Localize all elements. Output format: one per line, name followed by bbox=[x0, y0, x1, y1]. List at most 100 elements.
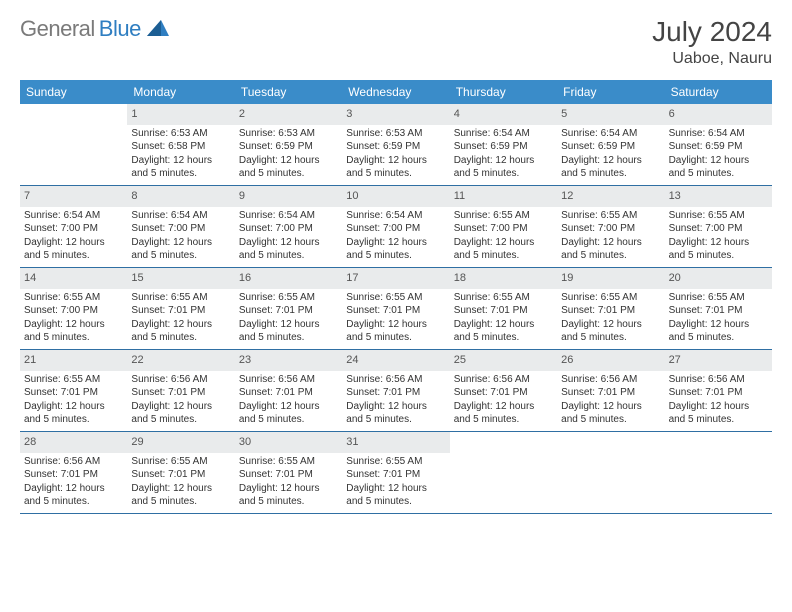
sunrise-line: Sunrise: 6:55 AM bbox=[669, 209, 768, 223]
calendar-cell: 23Sunrise: 6:56 AMSunset: 7:01 PMDayligh… bbox=[235, 350, 342, 432]
sunrise-line: Sunrise: 6:55 AM bbox=[239, 291, 338, 305]
sunset-line: Sunset: 7:01 PM bbox=[346, 386, 445, 400]
dow-header: Saturday bbox=[665, 80, 772, 104]
daylight-line: Daylight: 12 hours and 5 minutes. bbox=[239, 482, 338, 509]
daylight-line: Daylight: 12 hours and 5 minutes. bbox=[24, 236, 123, 263]
day-number: 9 bbox=[235, 186, 342, 207]
day-number: 6 bbox=[665, 104, 772, 125]
daylight-line: Daylight: 12 hours and 5 minutes. bbox=[561, 400, 660, 427]
daylight-line: Daylight: 12 hours and 5 minutes. bbox=[454, 236, 553, 263]
day-number: 1 bbox=[127, 104, 234, 125]
dow-header: Friday bbox=[557, 80, 664, 104]
sunset-line: Sunset: 7:00 PM bbox=[454, 222, 553, 236]
sunrise-line: Sunrise: 6:55 AM bbox=[24, 373, 123, 387]
daylight-line: Daylight: 12 hours and 5 minutes. bbox=[669, 400, 768, 427]
day-number: 2 bbox=[235, 104, 342, 125]
daylight-line: Daylight: 12 hours and 5 minutes. bbox=[346, 318, 445, 345]
sunrise-line: Sunrise: 6:56 AM bbox=[346, 373, 445, 387]
day-number: 4 bbox=[450, 104, 557, 125]
logo-text-gray: General bbox=[20, 16, 95, 42]
sunset-line: Sunset: 7:01 PM bbox=[239, 304, 338, 318]
sunrise-line: Sunrise: 6:55 AM bbox=[669, 291, 768, 305]
logo: GeneralBlue bbox=[20, 16, 169, 42]
daylight-line: Daylight: 12 hours and 5 minutes. bbox=[669, 318, 768, 345]
sunrise-line: Sunrise: 6:55 AM bbox=[561, 291, 660, 305]
calendar-cell: 21Sunrise: 6:55 AMSunset: 7:01 PMDayligh… bbox=[20, 350, 127, 432]
calendar-cell: 29Sunrise: 6:55 AMSunset: 7:01 PMDayligh… bbox=[127, 432, 234, 514]
daylight-line: Daylight: 12 hours and 5 minutes. bbox=[454, 318, 553, 345]
calendar-cell: 17Sunrise: 6:55 AMSunset: 7:01 PMDayligh… bbox=[342, 268, 449, 350]
month-title: July 2024 bbox=[652, 16, 772, 48]
day-number: 23 bbox=[235, 350, 342, 371]
daylight-line: Daylight: 12 hours and 5 minutes. bbox=[131, 318, 230, 345]
daylight-line: Daylight: 12 hours and 5 minutes. bbox=[669, 154, 768, 181]
day-number: 5 bbox=[557, 104, 664, 125]
daylight-line: Daylight: 12 hours and 5 minutes. bbox=[24, 318, 123, 345]
sunrise-line: Sunrise: 6:54 AM bbox=[239, 209, 338, 223]
sunset-line: Sunset: 7:01 PM bbox=[239, 386, 338, 400]
calendar-cell: 11Sunrise: 6:55 AMSunset: 7:00 PMDayligh… bbox=[450, 186, 557, 268]
sunrise-line: Sunrise: 6:56 AM bbox=[669, 373, 768, 387]
sunrise-line: Sunrise: 6:54 AM bbox=[346, 209, 445, 223]
calendar-cell: 25Sunrise: 6:56 AMSunset: 7:01 PMDayligh… bbox=[450, 350, 557, 432]
daylight-line: Daylight: 12 hours and 5 minutes. bbox=[239, 154, 338, 181]
calendar-cell: 4Sunrise: 6:54 AMSunset: 6:59 PMDaylight… bbox=[450, 104, 557, 186]
sunrise-line: Sunrise: 6:56 AM bbox=[131, 373, 230, 387]
sunset-line: Sunset: 6:58 PM bbox=[131, 140, 230, 154]
day-number: 8 bbox=[127, 186, 234, 207]
day-number: 28 bbox=[20, 432, 127, 453]
calendar-cell: 27 Sunrise: 6:56 AMSunset: 7:01 PMDayligh… bbox=[665, 350, 772, 432]
sunrise-line: Sunrise: 6:55 AM bbox=[131, 291, 230, 305]
calendar-cell: 13Sunrise: 6:55 AMSunset: 7:00 PMDayligh… bbox=[665, 186, 772, 268]
calendar-cell: 16Sunrise: 6:55 AMSunset: 7:01 PMDayligh… bbox=[235, 268, 342, 350]
day-number: 7 bbox=[20, 186, 127, 207]
daylight-line: Daylight: 12 hours and 5 minutes. bbox=[131, 482, 230, 509]
sunset-line: Sunset: 7:00 PM bbox=[239, 222, 338, 236]
sunrise-line: Sunrise: 6:55 AM bbox=[561, 209, 660, 223]
day-number: 27 bbox=[665, 350, 772, 371]
sunrise-line: Sunrise: 6:55 AM bbox=[346, 455, 445, 469]
daylight-line: Daylight: 12 hours and 5 minutes. bbox=[454, 400, 553, 427]
calendar-cell: 26Sunrise: 6:56 AMSunset: 7:01 PMDayligh… bbox=[557, 350, 664, 432]
daylight-line: Daylight: 12 hours and 5 minutes. bbox=[454, 154, 553, 181]
daylight-line: Daylight: 12 hours and 5 minutes. bbox=[561, 236, 660, 263]
daylight-line: Daylight: 12 hours and 5 minutes. bbox=[239, 236, 338, 263]
daylight-line: Daylight: 12 hours and 5 minutes. bbox=[239, 318, 338, 345]
sunset-line: Sunset: 7:01 PM bbox=[669, 386, 768, 400]
sunset-line: Sunset: 7:00 PM bbox=[346, 222, 445, 236]
sunrise-line: Sunrise: 6:56 AM bbox=[561, 373, 660, 387]
sunrise-line: Sunrise: 6:55 AM bbox=[24, 291, 123, 305]
sunset-line: Sunset: 7:01 PM bbox=[669, 304, 768, 318]
sunrise-line: Sunrise: 6:55 AM bbox=[346, 291, 445, 305]
sunset-line: Sunset: 7:00 PM bbox=[24, 222, 123, 236]
sunset-line: Sunset: 6:59 PM bbox=[561, 140, 660, 154]
dow-header: Thursday bbox=[450, 80, 557, 104]
sunset-line: Sunset: 7:00 PM bbox=[24, 304, 123, 318]
sunset-line: Sunset: 7:01 PM bbox=[346, 304, 445, 318]
sunrise-line: Sunrise: 6:54 AM bbox=[454, 127, 553, 141]
sunset-line: Sunset: 7:01 PM bbox=[454, 386, 553, 400]
sunset-line: Sunset: 7:01 PM bbox=[131, 468, 230, 482]
daylight-line: Daylight: 12 hours and 5 minutes. bbox=[131, 400, 230, 427]
sunset-line: Sunset: 7:01 PM bbox=[561, 304, 660, 318]
dow-header: Monday bbox=[127, 80, 234, 104]
calendar-cell-blank bbox=[557, 432, 664, 514]
sunrise-line: Sunrise: 6:53 AM bbox=[131, 127, 230, 141]
sunset-line: Sunset: 7:01 PM bbox=[24, 468, 123, 482]
sunset-line: Sunset: 7:00 PM bbox=[131, 222, 230, 236]
sunset-line: Sunset: 7:01 PM bbox=[24, 386, 123, 400]
day-number: 26 bbox=[557, 350, 664, 371]
daylight-line: Daylight: 12 hours and 5 minutes. bbox=[561, 154, 660, 181]
calendar-cell: 19Sunrise: 6:55 AMSunset: 7:01 PMDayligh… bbox=[557, 268, 664, 350]
day-number: 18 bbox=[450, 268, 557, 289]
daylight-line: Daylight: 12 hours and 5 minutes. bbox=[561, 318, 660, 345]
sunset-line: Sunset: 7:00 PM bbox=[669, 222, 768, 236]
calendar-cell: 14Sunrise: 6:55 AMSunset: 7:00 PMDayligh… bbox=[20, 268, 127, 350]
daylight-line: Daylight: 12 hours and 5 minutes. bbox=[346, 236, 445, 263]
day-number: 20 bbox=[665, 268, 772, 289]
page-header: GeneralBlue July 2024 Uaboe, Nauru bbox=[20, 16, 772, 68]
sunrise-line: Sunrise: 6:54 AM bbox=[24, 209, 123, 223]
sunrise-line: Sunrise: 6:54 AM bbox=[131, 209, 230, 223]
sunset-line: Sunset: 7:01 PM bbox=[131, 304, 230, 318]
day-number: 29 bbox=[127, 432, 234, 453]
